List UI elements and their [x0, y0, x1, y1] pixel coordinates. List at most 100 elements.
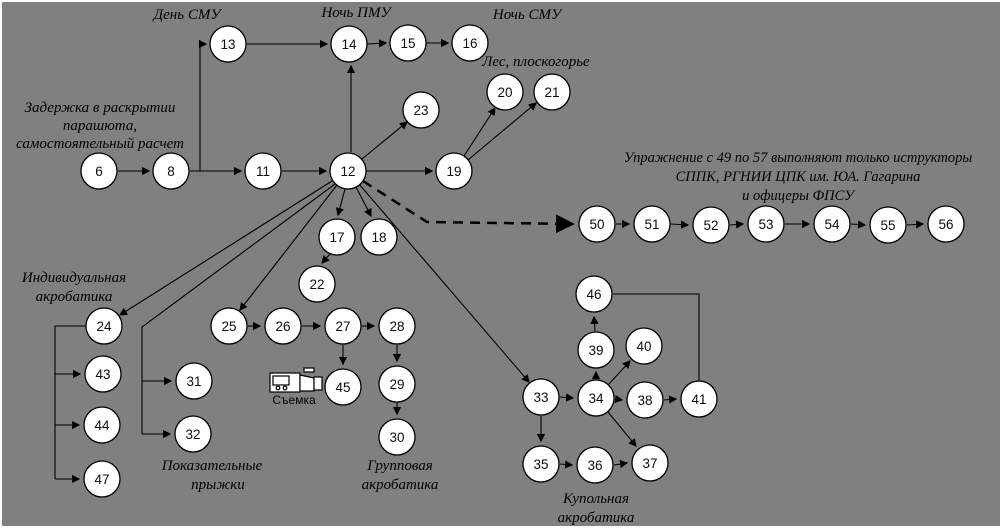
- node-14-label: 14: [341, 37, 357, 52]
- node-6: 6: [80, 152, 118, 190]
- edge-12-17: [335, 188, 346, 217]
- node-37: 37: [631, 444, 669, 482]
- node-45: 45: [324, 368, 362, 406]
- label-group-acro-1: Групповая: [366, 458, 432, 474]
- label-individual-acro-1: Индивидуальная: [21, 270, 126, 286]
- node-51-label: 51: [644, 217, 659, 232]
- node-54: 54: [813, 205, 851, 243]
- node-21-label: 21: [544, 85, 559, 100]
- node-30: 30: [378, 418, 416, 456]
- node-15-label: 15: [400, 36, 415, 51]
- edge-54-55: [850, 220, 867, 229]
- node-26-label: 26: [275, 319, 290, 334]
- node-31: 31: [175, 362, 213, 400]
- node-33: 33: [522, 378, 560, 416]
- camera-lens: [313, 376, 323, 391]
- node-38-label: 38: [637, 393, 652, 408]
- edge-12-50-dashed: [362, 179, 575, 234]
- nodes-layer: 6 8 11 12 13 14 15 16 17 18 19 20 21 22 …: [80, 24, 965, 498]
- node-29-label: 29: [389, 377, 404, 392]
- node-54-label: 54: [824, 217, 840, 232]
- label-individual-acro-2: акробатика: [36, 289, 113, 305]
- node-22-label: 22: [309, 277, 324, 292]
- label-demo-jumps-1: Показательные: [161, 458, 263, 474]
- edge-19-21: [467, 102, 537, 161]
- node-40-label: 40: [636, 339, 651, 354]
- node-35: 35: [522, 445, 560, 483]
- node-20-label: 20: [497, 85, 512, 100]
- edge-33-34: [559, 393, 575, 402]
- node-34: 34: [577, 379, 615, 417]
- edge-39-46: [590, 315, 599, 332]
- node-24: 24: [85, 307, 123, 345]
- label-delay-3: самостоятельный расчет: [16, 136, 184, 152]
- node-38: 38: [626, 381, 664, 419]
- node-34-label: 34: [588, 391, 604, 406]
- node-24-label: 24: [96, 319, 112, 334]
- node-39-label: 39: [588, 343, 603, 358]
- node-55-label: 55: [880, 218, 895, 233]
- label-night-smu: Ночь СМУ: [492, 7, 563, 23]
- edge-12-33: [358, 183, 530, 383]
- node-23-label: 23: [413, 103, 428, 118]
- node-29: 29: [378, 365, 416, 403]
- edge-36-37: [613, 459, 629, 469]
- label-delay-2: парашюта,: [63, 118, 137, 134]
- node-17: 17: [318, 218, 356, 256]
- node-12: 12: [329, 152, 367, 190]
- node-44: 44: [83, 406, 121, 444]
- edge-41-46: [613, 293, 700, 381]
- node-22: 22: [298, 265, 336, 303]
- node-23: 23: [402, 91, 440, 129]
- label-dome-acro-2: акробатика: [558, 510, 635, 526]
- node-19-label: 19: [446, 164, 461, 179]
- camera-screen: [272, 375, 290, 386]
- edge-34-37: [607, 411, 637, 447]
- camera-icon: [269, 367, 323, 393]
- edge-55-56: [906, 220, 925, 229]
- label-delay-1: Задержка в раскрытии: [25, 100, 176, 116]
- node-50: 50: [578, 205, 616, 243]
- node-32: 32: [174, 415, 212, 453]
- node-15: 15: [389, 24, 427, 62]
- edge-12-23: [361, 121, 408, 160]
- edge-12-trunk-31-32: [141, 183, 336, 434]
- node-8: 8: [152, 152, 190, 190]
- node-32-label: 32: [185, 427, 200, 442]
- node-28-label: 28: [389, 319, 404, 334]
- edge-34-40: [608, 360, 631, 385]
- node-28: 28: [378, 307, 416, 345]
- node-52: 52: [692, 206, 730, 244]
- node-40: 40: [625, 327, 663, 365]
- labels-layer: День СМУ Ночь ПМУ Ночь СМУ Лес, плоского…: [16, 5, 972, 526]
- node-41-label: 41: [691, 392, 706, 407]
- camera-reel-2: [282, 385, 288, 391]
- node-50-label: 50: [589, 217, 604, 232]
- node-19: 19: [435, 152, 473, 190]
- edges-layer: [54, 38, 925, 484]
- node-11-label: 11: [256, 164, 270, 179]
- node-27-label: 27: [335, 319, 350, 334]
- node-16: 16: [451, 24, 489, 62]
- node-55: 55: [869, 206, 907, 244]
- node-52-label: 52: [703, 218, 718, 233]
- node-11: 11: [244, 152, 282, 190]
- edge-35-36: [559, 460, 574, 469]
- label-group-acro-2: акробатика: [362, 477, 439, 493]
- edge-12-25: [239, 184, 338, 311]
- label-instructors-2: СППК, РГНИИ ЦПК им. ЮА. Гагарина: [676, 169, 921, 185]
- node-30-label: 30: [389, 430, 404, 445]
- label-forest-plateau: Лес, плоскогорье: [481, 54, 590, 70]
- node-51: 51: [633, 205, 671, 243]
- node-46-label: 46: [586, 287, 601, 302]
- node-26: 26: [264, 307, 302, 345]
- node-39: 39: [577, 331, 615, 369]
- edge-14-15: [366, 39, 388, 48]
- node-35-label: 35: [533, 457, 548, 472]
- node-47: 47: [83, 460, 121, 498]
- node-6-label: 6: [95, 164, 103, 179]
- edge-8-13: [198, 39, 208, 171]
- edge-12-18: [355, 186, 372, 218]
- edge-52-53: [729, 220, 745, 229]
